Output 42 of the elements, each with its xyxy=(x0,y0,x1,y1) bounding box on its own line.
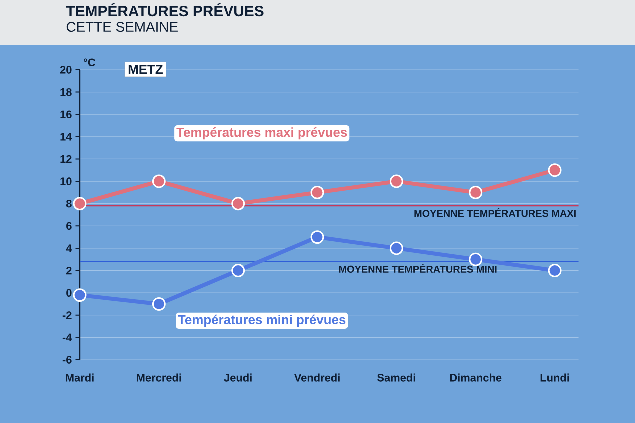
y-tick-label: 12 xyxy=(60,155,72,164)
x-tick-label: Dimanche xyxy=(450,374,502,382)
point xyxy=(390,242,404,256)
chart-subtitle: CETTE SEMAINE xyxy=(66,22,178,32)
point xyxy=(73,197,87,211)
y-tick-label: -6 xyxy=(62,356,72,364)
point xyxy=(152,174,166,188)
point xyxy=(232,197,246,211)
y-tick-label: 18 xyxy=(60,88,72,96)
x-tick-label: Jeudi xyxy=(224,374,252,382)
y-tick-label: 8 xyxy=(66,200,72,208)
y-tick-label: 0 xyxy=(66,289,72,297)
point xyxy=(152,298,166,311)
y-tick-label: 16 xyxy=(60,110,72,118)
point xyxy=(548,164,562,178)
ref-line-label: MOYENNE TEMPÉRATURES MINI xyxy=(339,264,497,273)
point xyxy=(232,264,246,278)
x-tick-label: Samedi xyxy=(378,374,416,382)
x-tick-label: Vendredi xyxy=(294,374,340,382)
y-tick-label: 6 xyxy=(66,222,72,230)
series-label: Températures mini prévues xyxy=(178,314,346,328)
y-tick-label: 20 xyxy=(60,66,72,74)
y-tick-label: -4 xyxy=(62,334,72,342)
x-tick-label: Mercredi xyxy=(137,374,182,382)
x-tick-label: Mardi xyxy=(66,374,94,382)
chart-title: TEMPÉRATURES PRÉVUES xyxy=(66,3,264,17)
ref-line-label: MOYENNE TEMPÉRATURES MAXI xyxy=(414,208,576,218)
point xyxy=(469,186,483,200)
y-tick-label: 2 xyxy=(66,266,72,275)
y-tick-label: -2 xyxy=(62,312,72,320)
point xyxy=(310,230,324,244)
x-tick-label: Lundi xyxy=(540,374,570,382)
point xyxy=(548,264,562,278)
annotation: METZ xyxy=(128,65,163,74)
y-tick-label: 4 xyxy=(66,244,72,252)
text: Températures maxi prévues xyxy=(176,127,348,140)
y-axis-title: °C xyxy=(84,58,96,66)
point xyxy=(390,174,404,188)
point xyxy=(310,186,324,200)
y-tick-label: 10 xyxy=(60,178,72,186)
y-tick-label: 14 xyxy=(60,133,72,141)
point xyxy=(73,288,87,302)
